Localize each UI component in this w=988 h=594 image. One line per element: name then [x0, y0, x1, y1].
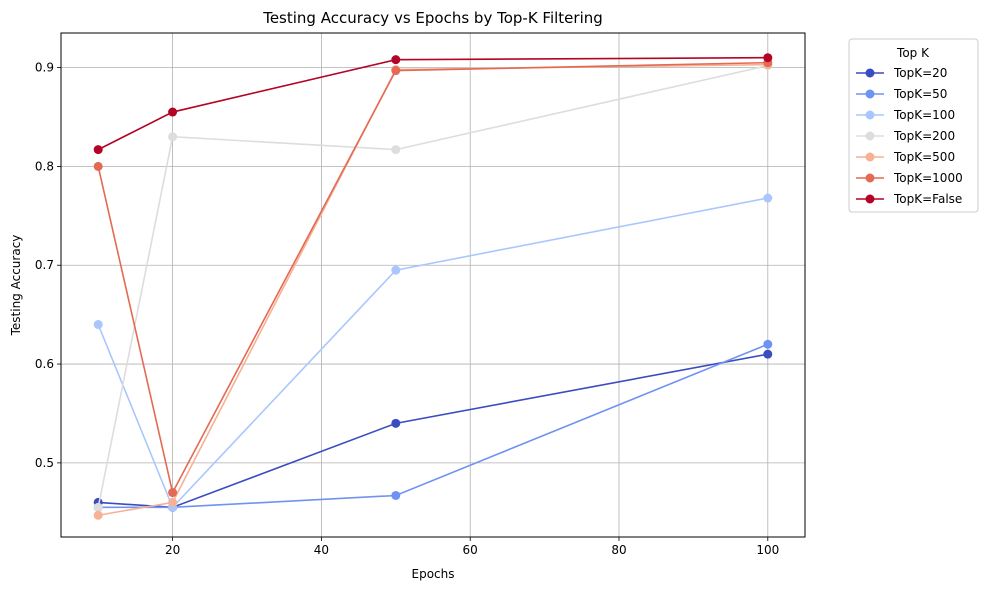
data-point: [93, 510, 103, 520]
series-topk-20: [93, 349, 773, 512]
data-point: [763, 193, 773, 203]
y-tick-label: 0.6: [35, 357, 54, 371]
y-tick-label: 0.5: [35, 456, 54, 470]
y-tick-label: 0.8: [35, 159, 54, 173]
series-line: [98, 353, 768, 509]
data-point: [93, 145, 103, 155]
legend-box: [848, 38, 979, 213]
x-tick-label: 80: [611, 543, 626, 557]
series-line: [98, 63, 768, 517]
legend-label: TopK=100: [893, 108, 955, 122]
legend-marker: [865, 152, 875, 162]
grid-lines: [61, 33, 805, 537]
data-point: [168, 107, 178, 117]
x-tick-label: 100: [756, 543, 779, 557]
data-point: [391, 55, 401, 65]
series-line: [97, 61, 768, 495]
series-topk-100: [93, 193, 773, 512]
series-topk-200: [93, 61, 773, 512]
y-axis-label: Testing Accuracy: [9, 235, 23, 337]
data-point: [93, 161, 103, 171]
y-tick-label: 0.7: [35, 258, 54, 272]
data-point: [763, 339, 773, 349]
legend-marker: [865, 110, 875, 120]
data-point: [763, 53, 773, 63]
data-point: [168, 488, 178, 498]
series-topk-50: [93, 339, 773, 512]
legend-label: TopK=1000: [893, 171, 963, 185]
axis-ticks: 20 40 60 80 100 0.5 0.6 0.7 0.8 0.9: [35, 61, 779, 557]
x-tick-label: 20: [165, 543, 180, 557]
series-line: [97, 197, 768, 509]
data-point: [391, 66, 401, 76]
legend-label: TopK=20: [893, 66, 947, 80]
data-point: [391, 490, 401, 500]
legend-entry: TopK=False: [856, 192, 962, 206]
series-lines: [93, 53, 773, 520]
data-point: [763, 349, 773, 359]
data-point: [391, 418, 401, 428]
series-line: [97, 56, 768, 151]
legend-marker: [865, 89, 875, 99]
legend-marker: [865, 194, 875, 204]
x-axis-label: Epochs: [412, 567, 455, 581]
x-tick-label: 60: [463, 543, 478, 557]
series-topk-1000: [93, 58, 773, 498]
legend-label: TopK=False: [893, 192, 962, 206]
legend-entry: TopK=50: [856, 87, 947, 101]
x-tick-label: 40: [314, 543, 329, 557]
data-point: [93, 502, 103, 512]
series-line: [97, 64, 768, 508]
legend-marker: [865, 173, 875, 183]
plot-area-frame: [60, 32, 806, 538]
legend-label: TopK=50: [893, 87, 947, 101]
y-tick-label: 0.9: [35, 61, 54, 75]
data-point: [168, 132, 178, 142]
data-point: [168, 497, 178, 507]
chart-title: Testing Accuracy vs Epochs by Top-K Filt…: [262, 9, 603, 27]
legend-marker: [865, 131, 875, 141]
legend-entry: TopK=200: [856, 129, 955, 143]
series-topk-false: [93, 53, 773, 155]
series-line: [98, 343, 769, 509]
data-point: [391, 145, 401, 155]
data-point: [391, 265, 401, 275]
legend-title: Top K: [896, 46, 930, 60]
legend-marker: [865, 68, 875, 78]
legend-entry: TopK=100: [856, 108, 955, 122]
data-point: [93, 320, 103, 330]
legend: Top K TopK=20 TopK=50 TopK=100 TopK=200 TopK…: [848, 38, 979, 213]
legend-label: TopK=500: [893, 150, 955, 164]
legend-entry: TopK=1000: [856, 171, 963, 185]
legend-entry: TopK=20: [856, 66, 947, 80]
legend-entry: TopK=500: [856, 150, 955, 164]
legend-label: TopK=200: [893, 129, 955, 143]
